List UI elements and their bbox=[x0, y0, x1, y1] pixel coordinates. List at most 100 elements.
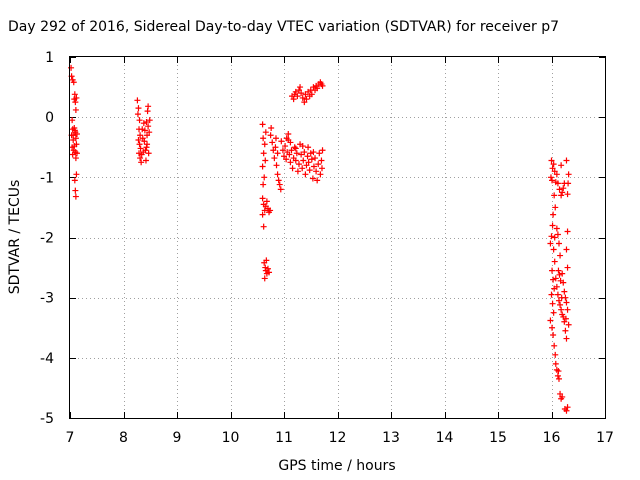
data-point bbox=[299, 165, 306, 172]
data-point bbox=[266, 269, 273, 276]
data-point bbox=[135, 105, 142, 112]
data-point bbox=[274, 171, 281, 178]
data-point bbox=[287, 159, 294, 166]
y-tick-label: -2 bbox=[40, 231, 54, 247]
data-point bbox=[292, 145, 299, 152]
data-point bbox=[298, 151, 305, 158]
data-point bbox=[560, 279, 567, 286]
data-point bbox=[285, 131, 292, 138]
data-point bbox=[548, 291, 555, 298]
data-point bbox=[295, 161, 302, 168]
data-point bbox=[312, 155, 319, 162]
data-point bbox=[563, 407, 570, 414]
data-point bbox=[300, 157, 307, 164]
y-tick-label: -4 bbox=[40, 351, 54, 367]
data-point bbox=[564, 404, 571, 411]
x-tick-label: 16 bbox=[543, 430, 561, 446]
data-point bbox=[552, 275, 559, 282]
data-point bbox=[318, 165, 325, 172]
data-point bbox=[268, 124, 275, 131]
data-point bbox=[278, 138, 285, 145]
data-point bbox=[72, 106, 79, 113]
data-point bbox=[301, 99, 308, 106]
data-point bbox=[547, 240, 554, 247]
data-point bbox=[294, 93, 301, 100]
data-point bbox=[548, 233, 555, 240]
data-point bbox=[261, 207, 268, 214]
x-tick-label: 13 bbox=[382, 430, 400, 446]
data-point bbox=[297, 84, 304, 91]
data-point bbox=[282, 143, 289, 150]
data-point bbox=[550, 331, 557, 338]
data-point bbox=[299, 143, 306, 150]
data-point bbox=[73, 94, 80, 101]
data-point bbox=[554, 231, 561, 238]
data-point bbox=[261, 141, 268, 148]
data-point bbox=[135, 137, 142, 144]
x-tick-label: 15 bbox=[489, 430, 507, 446]
x-tick-label: 8 bbox=[119, 430, 128, 446]
data-point bbox=[272, 135, 279, 142]
data-point bbox=[68, 64, 75, 71]
data-point bbox=[71, 177, 78, 184]
chart-title: Day 292 of 2016, Sidereal Day-to-day VTE… bbox=[8, 19, 559, 35]
data-point bbox=[73, 131, 80, 138]
data-point bbox=[547, 174, 554, 181]
x-axis-label: GPS time / hours bbox=[278, 458, 395, 474]
data-point bbox=[290, 96, 297, 103]
data-point bbox=[259, 195, 266, 202]
data-point bbox=[310, 149, 317, 156]
data-point bbox=[263, 257, 270, 264]
data-point bbox=[291, 144, 298, 151]
data-point bbox=[555, 297, 562, 304]
data-point bbox=[263, 198, 270, 205]
data-point bbox=[139, 126, 146, 133]
data-point bbox=[270, 147, 277, 154]
data-point bbox=[547, 317, 554, 324]
data-point bbox=[564, 306, 571, 313]
y-tick-label: -5 bbox=[40, 411, 54, 427]
data-point bbox=[563, 246, 570, 253]
data-point bbox=[549, 300, 556, 307]
data-point bbox=[287, 139, 294, 146]
data-point bbox=[551, 192, 558, 199]
data-point bbox=[548, 157, 555, 164]
data-point bbox=[144, 132, 151, 139]
data-point bbox=[292, 157, 299, 164]
data-point bbox=[267, 132, 274, 139]
data-point bbox=[72, 193, 79, 200]
data-point bbox=[558, 162, 565, 169]
data-point bbox=[302, 171, 309, 178]
data-point bbox=[137, 132, 144, 139]
data-point bbox=[261, 275, 268, 282]
data-point bbox=[553, 225, 560, 232]
data-point bbox=[549, 177, 556, 184]
data-point bbox=[72, 187, 79, 194]
y-tick-label: -1 bbox=[40, 170, 54, 186]
data-point bbox=[145, 103, 152, 110]
data-point bbox=[259, 121, 266, 128]
x-tick-label: 7 bbox=[66, 430, 75, 446]
data-point bbox=[137, 145, 144, 152]
data-point bbox=[72, 135, 79, 142]
data-point bbox=[259, 163, 266, 170]
data-point bbox=[73, 150, 80, 157]
data-point bbox=[555, 240, 562, 247]
data-point bbox=[286, 151, 293, 158]
data-point bbox=[557, 390, 564, 397]
data-point bbox=[292, 88, 299, 95]
data-point bbox=[301, 149, 308, 156]
data-point bbox=[136, 150, 143, 157]
y-axis: 1 0 -1 -2 -3 -4 -5 bbox=[40, 50, 605, 427]
data-point bbox=[295, 87, 302, 94]
data-point bbox=[73, 171, 80, 178]
data-point bbox=[559, 270, 566, 277]
data-point bbox=[310, 84, 317, 91]
data-point bbox=[73, 141, 80, 148]
data-point bbox=[565, 180, 572, 187]
data-point bbox=[316, 150, 323, 157]
data-point bbox=[562, 315, 569, 322]
x-tick-label: 12 bbox=[329, 430, 347, 446]
y-axis-label: SDTVAR / TECUs bbox=[7, 180, 23, 295]
